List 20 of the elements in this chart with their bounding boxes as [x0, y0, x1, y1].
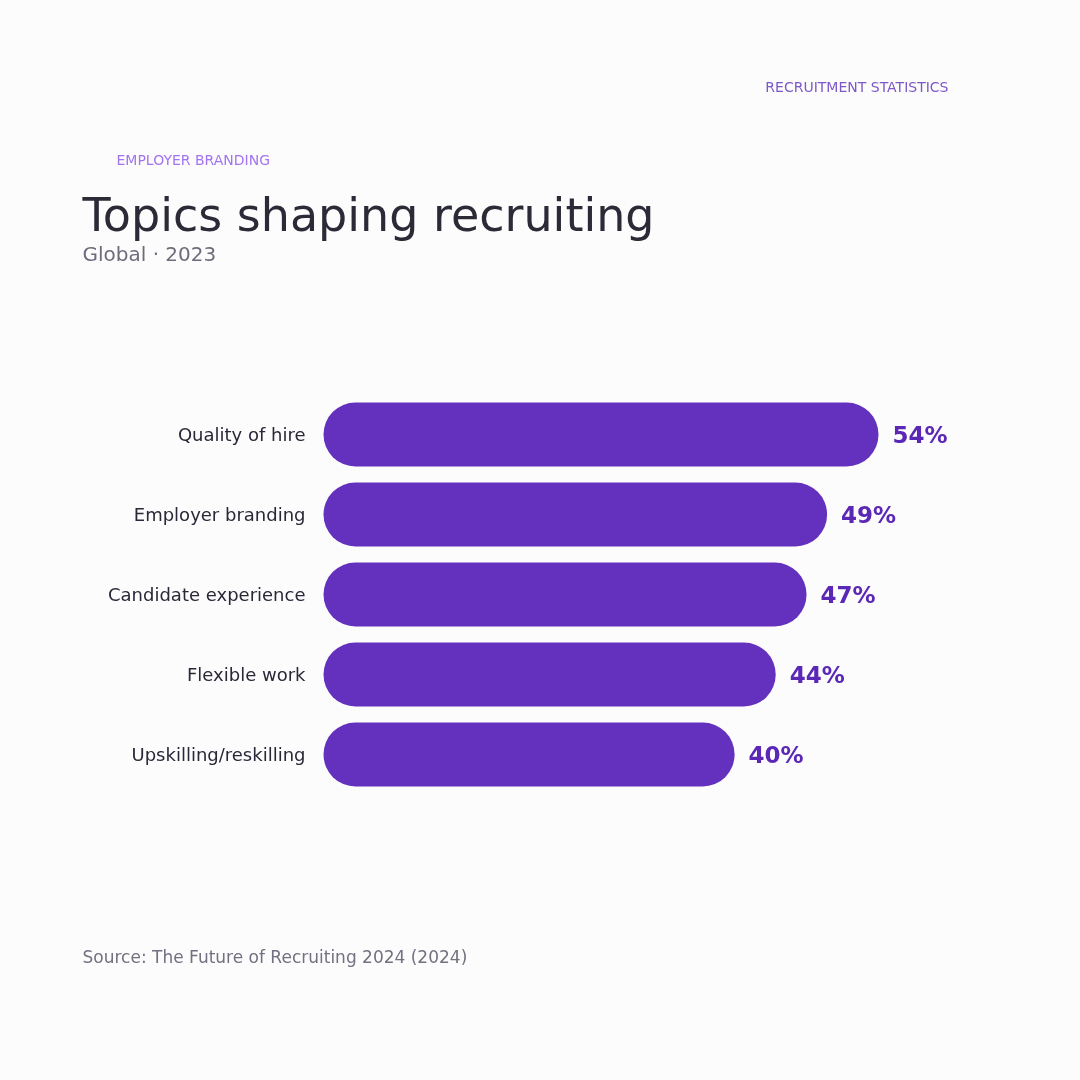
y-tick-label: Candidate experience	[107, 584, 306, 605]
source-note: Source: The Future of Recruiting 2024 (2024)	[82, 946, 468, 967]
data-label: 54%	[892, 421, 948, 448]
data-label: 47%	[820, 581, 876, 608]
text: RECRUITMENT STATISTICS	[765, 78, 949, 95]
y-tick-label: Employer branding	[133, 504, 306, 525]
data-label: 49%	[841, 501, 897, 528]
bar	[323, 722, 735, 787]
bar	[323, 482, 828, 547]
y-tick-label: Flexible work	[186, 664, 307, 685]
y-tick-label: Quality of hire	[177, 424, 306, 445]
data-label: 40%	[748, 741, 804, 768]
y-tick-label: Upskilling/reskilling	[131, 744, 306, 765]
text: EMPLOYER BRANDING	[116, 151, 271, 168]
bar	[323, 402, 879, 467]
data-label: 44%	[789, 661, 845, 688]
chart-title: Topics shaping recruiting	[81, 187, 655, 242]
bar	[323, 642, 776, 707]
bar	[323, 562, 807, 627]
text: Global · 2023	[82, 241, 217, 266]
